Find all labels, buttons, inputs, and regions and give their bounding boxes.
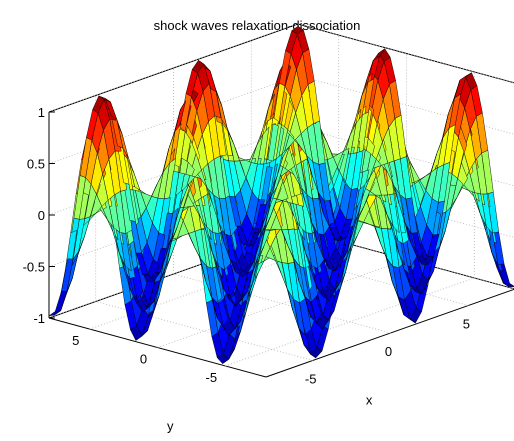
box-edge-top-right bbox=[297, 23, 514, 84]
chart-title: shock waves relaxation-dissociation bbox=[153, 18, 361, 33]
x-tick-label: 5 bbox=[463, 317, 470, 332]
y-tick-label: 0 bbox=[140, 352, 147, 367]
z-tick-label: 0 bbox=[38, 208, 45, 223]
x-axis-label: x bbox=[366, 392, 373, 407]
grid-line-y-floor bbox=[157, 259, 407, 348]
x-tick-label: -5 bbox=[305, 372, 317, 387]
x-tick-label: 0 bbox=[385, 344, 392, 359]
z-tick-label: 1 bbox=[38, 105, 45, 120]
y-tick-label: -5 bbox=[206, 370, 218, 385]
surface-mesh bbox=[48, 25, 514, 365]
surface-patch bbox=[54, 290, 68, 312]
grid-line-z-back bbox=[48, 23, 299, 113]
z-tick-label: -0.5 bbox=[23, 260, 45, 275]
y-axis-label: y bbox=[167, 419, 174, 434]
grid-line-y-floor bbox=[225, 277, 475, 367]
z-tick-label: -1 bbox=[33, 311, 45, 326]
axis-labels: x y bbox=[167, 392, 373, 433]
grid-line-z-back bbox=[48, 75, 299, 164]
y-tick-label: 5 bbox=[72, 333, 79, 348]
surface-patch bbox=[48, 310, 61, 317]
z-tick-label: 0.5 bbox=[27, 157, 45, 172]
tick-labels: -1 -0.5 0 0.5 1 -5 0 5 -5 0 5 bbox=[23, 105, 470, 387]
